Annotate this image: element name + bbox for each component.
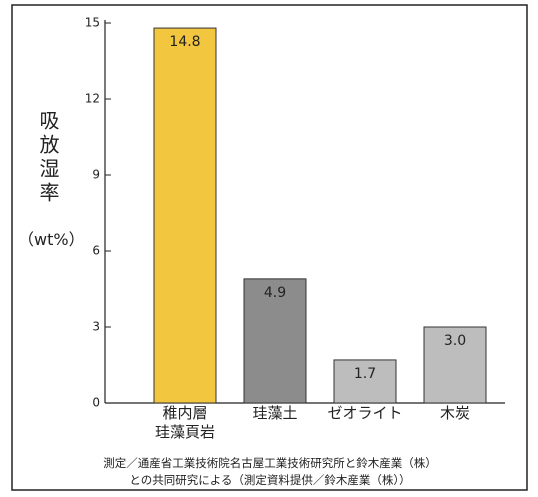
x-tick-label: 珪藻土 [252,404,298,422]
x-tick-label: ゼオライト [327,404,403,422]
note: 測定／通産省工業技術院名古屋工業技術研究所と鈴木産業（株） [103,456,437,470]
y-tick-label: 9 [92,168,100,182]
y-axis-title: 吸放湿率 [36,110,60,206]
note: との共同研究による（測定資料提供／鈴木産業（株）） [129,473,411,487]
value-label: 14.8 [169,34,200,50]
y-tick-label: 3 [92,320,100,334]
y-tick-label: 0 [92,396,100,410]
bar [333,359,397,404]
bar [423,326,487,404]
bar [243,278,307,404]
bar [153,27,217,404]
x-tick-label: 木炭 [439,404,470,422]
y-tick-label: 12 [85,92,100,106]
value-label: 1.7 [354,366,376,382]
y-axis-unit: （wt%） [18,230,85,249]
x-tick-label: 稚内層 珪藻頁岩 [154,404,215,441]
value-label: 3.0 [444,333,466,349]
value-label: 4.9 [264,285,286,301]
y-tick-label: 6 [92,244,100,258]
frame [11,4,528,491]
y-tick-label: 15 [85,16,100,30]
